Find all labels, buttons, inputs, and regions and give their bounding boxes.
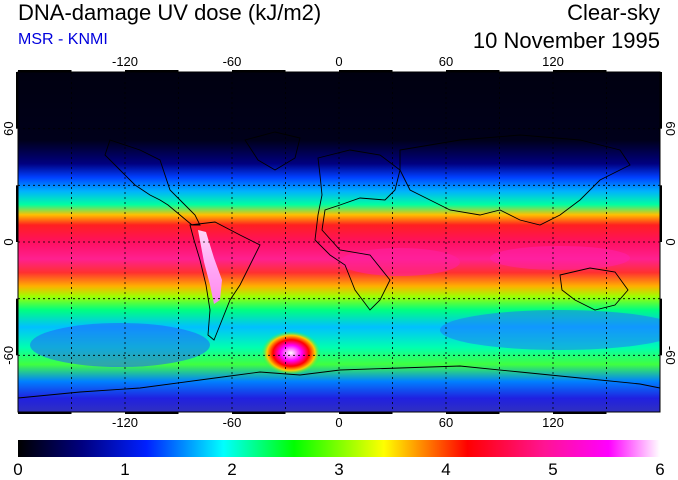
longitude-tick-label: 60 — [439, 415, 453, 430]
border-bar — [660, 185, 662, 242]
latitude-tick-label: -60 — [663, 346, 678, 365]
colorbar-tick-label: 5 — [548, 460, 557, 479]
antarctica-coast — [18, 365, 660, 399]
border-bar — [553, 412, 607, 414]
longitude-tick-label: -60 — [223, 415, 242, 430]
longitude-tick-label: 120 — [542, 415, 564, 430]
map-title: DNA-damage UV dose (kJ/m2) — [18, 0, 322, 25]
andes-high-uv — [198, 230, 222, 304]
colorbar-tick-label: 3 — [334, 460, 343, 479]
border-bar — [660, 298, 662, 356]
border-bar — [18, 412, 72, 414]
source-label: MSR - KNMI — [18, 31, 108, 48]
colorbar-tick-label: 0 — [13, 460, 22, 479]
longitude-tick-label: 0 — [335, 54, 342, 69]
latitude-tick-label: -60 — [1, 346, 16, 365]
border-bar — [339, 70, 393, 72]
border-bar — [660, 72, 662, 129]
europe-africa-coast — [314, 149, 401, 311]
border-bar — [16, 72, 18, 129]
border-bar — [125, 70, 179, 72]
longitude-tick-label: 120 — [542, 54, 564, 69]
colorbar-tick-label: 4 — [441, 460, 450, 479]
graticule — [18, 72, 660, 412]
asia-coast — [399, 134, 631, 226]
colorbar-tick-label: 6 — [655, 460, 664, 479]
longitude-tick-label: 60 — [439, 54, 453, 69]
latitude-tick-label: 60 — [1, 121, 16, 135]
colorbar — [18, 440, 660, 457]
latitude-tick-label: 60 — [663, 121, 678, 135]
latitude-tick-label: 0 — [1, 238, 16, 245]
map-border-scale — [16, 70, 662, 414]
border-bar — [232, 412, 286, 414]
border-bar — [125, 412, 179, 414]
latitude-ticks-right: 60 0 -60 — [663, 121, 678, 364]
longitude-tick-label: -60 — [223, 54, 242, 69]
date-label: 10 November 1995 — [472, 28, 660, 53]
longitude-tick-label: -120 — [112, 54, 138, 69]
longitude-ticks-top: -120 -60 0 60 120 — [112, 54, 564, 69]
greenland-coast — [244, 131, 301, 171]
coastlines — [18, 131, 660, 399]
latitude-ticks-left: 60 0 -60 — [1, 121, 16, 364]
border-bar — [16, 298, 18, 356]
longitude-ticks-bottom: -120 -60 0 60 120 — [112, 415, 564, 430]
longitude-tick-label: 0 — [335, 415, 342, 430]
border-bar — [339, 412, 393, 414]
border-bar — [18, 70, 72, 72]
longitude-tick-label: -120 — [112, 415, 138, 430]
ozone-hole-hotspot — [261, 331, 321, 375]
australia-coast — [559, 267, 629, 311]
border-bar — [446, 412, 500, 414]
sky-condition-label: Clear-sky — [567, 0, 660, 25]
north-america-coast — [104, 139, 201, 226]
latitude-tick-label: 0 — [663, 238, 678, 245]
border-bar — [446, 70, 500, 72]
border-bar — [553, 70, 607, 72]
south-america-coast — [189, 221, 261, 341]
colorbar-ticks: 0 1 2 3 4 5 6 — [13, 460, 664, 479]
border-bar — [232, 70, 286, 72]
colorbar-tick-label: 1 — [120, 460, 129, 479]
border-bar — [16, 185, 18, 242]
colorbar-tick-label: 2 — [227, 460, 236, 479]
